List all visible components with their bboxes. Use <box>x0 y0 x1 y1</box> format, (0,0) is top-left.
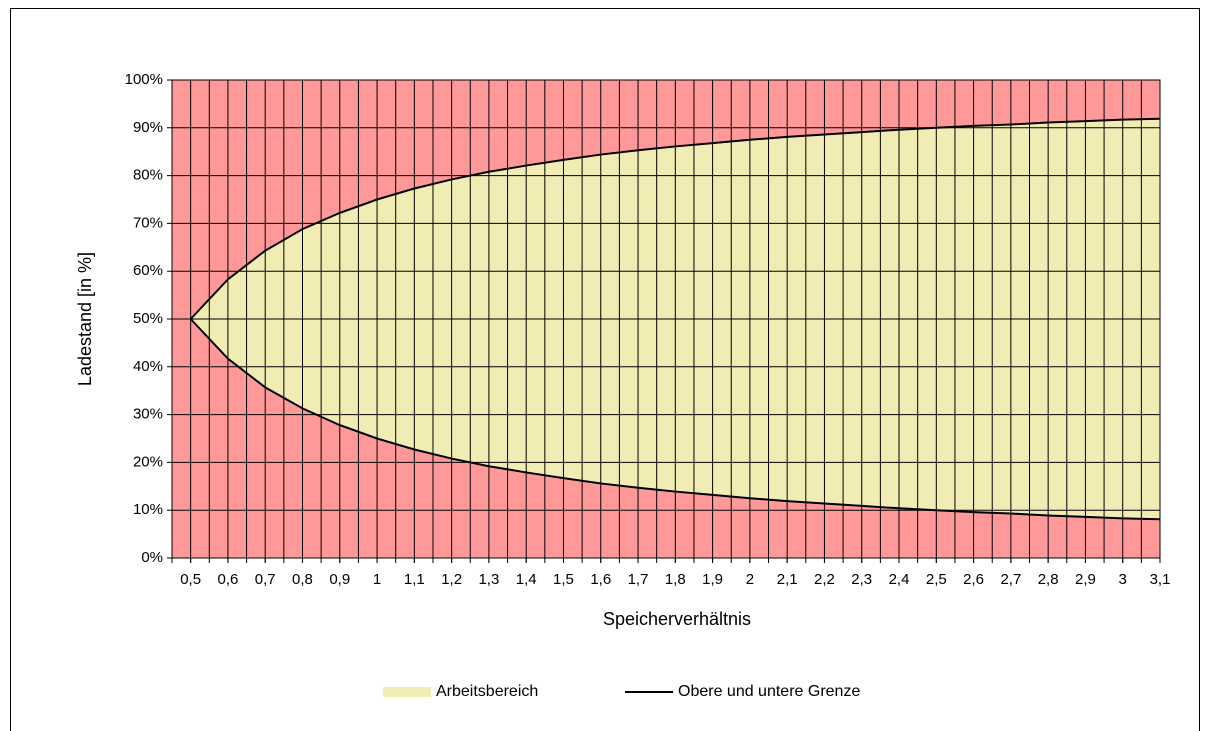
x-tick-label: 2,5 <box>926 571 947 588</box>
x-tick-label: 1,1 <box>404 571 425 588</box>
x-tick-label: 0,8 <box>292 571 313 588</box>
legend-label: Arbeitsbereich <box>436 683 538 700</box>
y-tick-label: 20% <box>133 453 163 470</box>
legend-swatch <box>383 687 431 697</box>
legend-label: Obere und untere Grenze <box>678 683 860 700</box>
x-tick-label: 1,3 <box>478 571 499 588</box>
y-tick-label: 70% <box>133 214 163 231</box>
y-tick-label: 100% <box>125 71 163 88</box>
x-tick-label: 0,9 <box>329 571 350 588</box>
x-tick-label: 1,5 <box>553 571 574 588</box>
x-axis-title: Speicherverhältnis <box>603 609 751 629</box>
x-tick-label: 2,2 <box>814 571 835 588</box>
x-tick-label: 3 <box>1119 571 1127 588</box>
x-tick-label: 2 <box>746 571 754 588</box>
x-tick-label: 0,6 <box>217 571 238 588</box>
x-tick-label: 2,3 <box>851 571 872 588</box>
boundary-line <box>189 318 1161 521</box>
y-tick-label: 90% <box>133 119 163 136</box>
x-tick-label: 2,4 <box>889 571 910 588</box>
x-tick-label: 1,8 <box>665 571 686 588</box>
x-tick-label: 2,1 <box>777 571 798 588</box>
x-tick-label: 3,1 <box>1150 571 1171 588</box>
y-tick-label: 10% <box>133 501 163 518</box>
x-tick-label: 1,4 <box>516 571 537 588</box>
x-tick-label: 2,8 <box>1038 571 1059 588</box>
y-tick-label: 30% <box>133 406 163 423</box>
y-tick-label: 80% <box>133 167 163 184</box>
y-tick-label: 60% <box>133 262 163 279</box>
y-axis-title: Ladestand [in %] <box>75 252 95 386</box>
x-tick-label: 0,7 <box>255 571 276 588</box>
x-tick-label: 1,2 <box>441 571 462 588</box>
plot-border <box>171 79 1161 559</box>
x-tick-label: 2,6 <box>963 571 984 588</box>
y-tick-label: 40% <box>133 358 163 375</box>
x-tick-label: 2,9 <box>1075 571 1096 588</box>
x-tick-label: 1 <box>373 571 381 588</box>
y-tick-label: 50% <box>133 310 163 327</box>
x-tick-label: 1,7 <box>628 571 649 588</box>
x-tick-label: 1,9 <box>702 571 723 588</box>
boundary-line <box>189 117 1161 320</box>
y-tick-label: 0% <box>141 549 163 566</box>
x-tick-label: 1,6 <box>590 571 611 588</box>
x-tick-label: 0,5 <box>180 571 201 588</box>
x-tick-label: 2,7 <box>1000 571 1021 588</box>
